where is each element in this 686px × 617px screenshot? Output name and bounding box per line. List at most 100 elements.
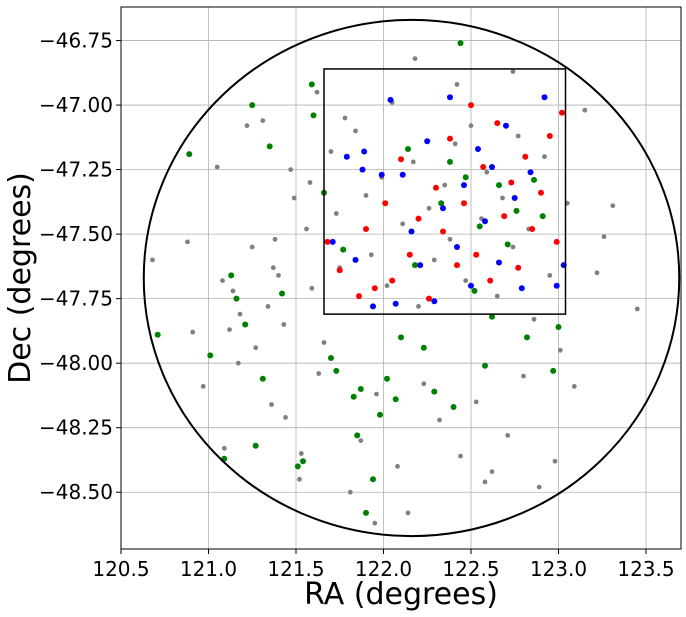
data-point (190, 329, 196, 335)
data-point (392, 396, 399, 403)
data-point (440, 228, 446, 235)
data-point (538, 189, 544, 196)
data-point (457, 40, 464, 47)
y-axis-ticks: −46.75 −47.00 −47.25 −47.50 −47.75 −48.00 −48.… (39, 29, 121, 504)
data-point (494, 120, 501, 127)
data-point (415, 215, 422, 222)
data-point (557, 347, 563, 353)
data-point (431, 298, 438, 305)
y-tick-label: −48.50 (39, 480, 113, 504)
data-point (489, 469, 495, 474)
data-point (482, 479, 488, 485)
data-point (433, 184, 439, 191)
data-point (384, 283, 390, 289)
data-point (410, 159, 416, 165)
data-point (370, 303, 376, 310)
data-point (463, 278, 469, 283)
data-point (541, 94, 548, 101)
data-point (395, 464, 400, 469)
data-point (421, 381, 427, 387)
data-point (237, 311, 243, 317)
data-point (368, 252, 374, 258)
data-point (406, 251, 413, 258)
data-point (426, 295, 432, 302)
data-point (555, 324, 562, 330)
data-point (370, 476, 376, 483)
data-point (227, 327, 232, 332)
data-point (384, 375, 390, 382)
data-point (458, 453, 463, 459)
x-tick-label: 123.5 (617, 557, 674, 581)
data-point (309, 285, 315, 291)
data-point (518, 285, 525, 292)
data-point (265, 304, 271, 309)
data-point (358, 438, 364, 443)
data-point (266, 143, 273, 150)
data-point (437, 417, 442, 423)
data-point (550, 367, 557, 374)
data-point (363, 509, 369, 516)
data-point (610, 203, 616, 209)
data-point (447, 158, 453, 165)
x-axis-ticks: 120.5 121.0 121.5 122.0 122.5 123.0 123.5 (92, 549, 675, 581)
data-point (281, 322, 287, 327)
data-point (476, 223, 483, 230)
data-point (387, 96, 394, 103)
data-point (392, 300, 399, 307)
data-point (150, 257, 155, 263)
data-point (304, 226, 309, 232)
data-point (531, 316, 537, 322)
data-point (416, 304, 421, 309)
data-point (461, 200, 467, 207)
data-point (542, 154, 547, 160)
data-point (270, 265, 276, 271)
data-point (298, 451, 304, 456)
data-point (230, 288, 236, 294)
data-point (354, 432, 361, 439)
data-point (505, 433, 511, 438)
data-point (484, 169, 490, 175)
data-point (559, 109, 565, 116)
data-point (462, 174, 469, 181)
y-tick-label: −47.75 (39, 287, 113, 311)
data-point (283, 415, 288, 420)
data-point (524, 334, 530, 341)
data-point (333, 211, 339, 216)
data-point (582, 107, 588, 113)
data-point (515, 133, 521, 139)
data-point (324, 238, 331, 245)
grid-lines (120, 7, 681, 549)
data-point (279, 290, 285, 297)
data-point (454, 82, 460, 87)
data-point (272, 236, 278, 242)
data-point (420, 344, 427, 351)
data-point (186, 151, 193, 158)
data-point (242, 321, 249, 328)
x-tick-label: 121.5 (267, 557, 324, 581)
data-point (447, 135, 453, 142)
data-point (424, 138, 431, 145)
data-point (513, 207, 520, 214)
data-point (482, 218, 488, 225)
data-point (527, 169, 534, 176)
data-point (521, 373, 526, 379)
data-point (300, 458, 306, 465)
data-point (336, 267, 343, 274)
data-point (244, 123, 250, 129)
data-point (308, 81, 315, 88)
data-point (400, 221, 406, 227)
x-tick-label: 122.5 (442, 557, 499, 581)
data-point (399, 171, 406, 178)
x-tick-label: 122.0 (355, 557, 412, 581)
data-point (405, 146, 411, 152)
data-point (382, 200, 389, 207)
data-point (504, 241, 511, 248)
data-point (417, 262, 424, 269)
x-tick-label: 120.5 (92, 557, 149, 581)
data-point (475, 146, 481, 152)
data-point (228, 272, 235, 279)
data-point (546, 133, 553, 139)
data-point (329, 238, 336, 245)
data-point (363, 226, 369, 232)
x-tick-label: 123.0 (530, 557, 587, 581)
